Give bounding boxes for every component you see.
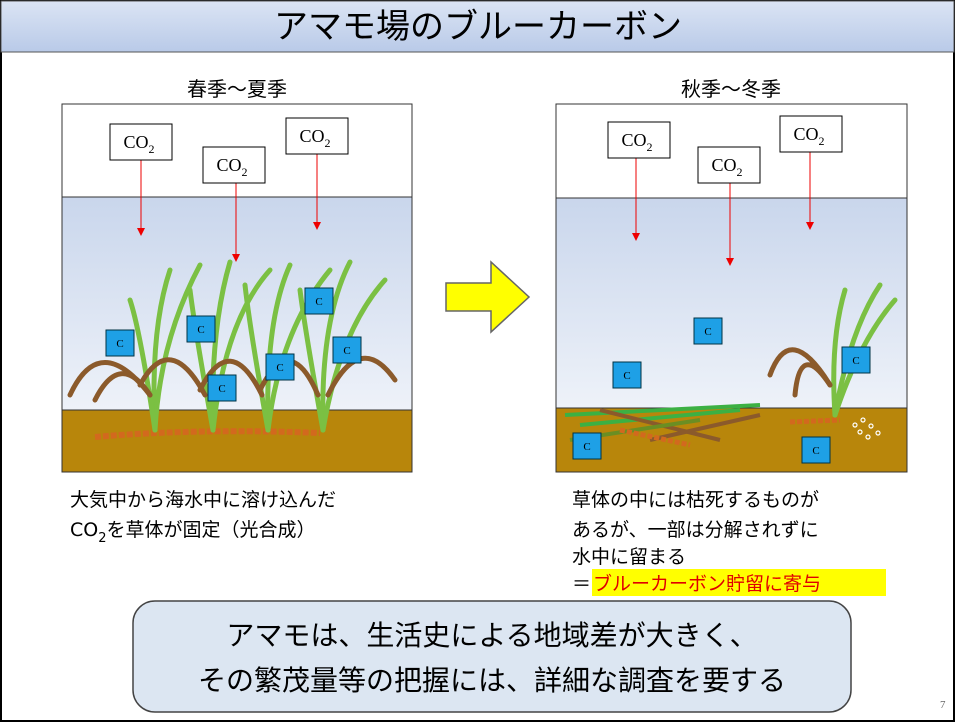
co2-sub: 2 bbox=[737, 165, 743, 179]
caption-line: ＝ブルーカーボン貯留に寄与 bbox=[572, 572, 821, 595]
carbon-label: C bbox=[583, 441, 590, 453]
carbon-label: C bbox=[276, 362, 283, 374]
carbon-label: C bbox=[116, 338, 123, 350]
caption-text: ＝ bbox=[572, 573, 591, 595]
carbon-label: C bbox=[704, 326, 711, 338]
co2-sub: 2 bbox=[325, 136, 331, 150]
conclusion-line: アマモは、生活史による地域差が大きく、 bbox=[226, 619, 757, 652]
caption-line: あるが、一部は分解されずに bbox=[572, 519, 819, 541]
conclusion-line: その繁茂量等の把握には、詳細な調査を要する bbox=[198, 664, 786, 697]
co2-main: CO bbox=[123, 132, 148, 152]
carbon-label: C bbox=[218, 383, 225, 395]
caption-subscript: 2 bbox=[98, 531, 106, 546]
title: アマモ場のブルーカーボン bbox=[274, 7, 682, 47]
carbon-label: C bbox=[812, 445, 819, 457]
co2-main: CO bbox=[711, 155, 736, 175]
slide: アマモ場のブルーカーボン 春季～夏季 秋季～冬季 CO2CO2CO2CCCCCC… bbox=[0, 0, 955, 722]
co2-sub: 2 bbox=[647, 140, 653, 154]
carbon-label: C bbox=[343, 345, 350, 357]
co2-main: CO bbox=[299, 126, 324, 146]
co2-sub: 2 bbox=[242, 165, 248, 179]
carbon-label: C bbox=[623, 370, 630, 382]
caption-highlight: ブルーカーボン貯留に寄与 bbox=[593, 572, 821, 595]
caption-line: 水中に留まる bbox=[572, 546, 686, 568]
carbon-label: C bbox=[197, 324, 204, 336]
caption-line: 大気中から海水中に溶け込んだ bbox=[70, 489, 336, 511]
co2-sub: 2 bbox=[149, 142, 155, 156]
caption-text: を草体が固定（光合成） bbox=[107, 519, 316, 541]
carbon-label: C bbox=[852, 355, 859, 367]
panel-label: 春季～夏季 bbox=[187, 77, 287, 101]
panel-label: 秋季～冬季 bbox=[681, 77, 781, 101]
caption-line: 草体の中には枯死するものが bbox=[572, 489, 819, 511]
carbon-label: C bbox=[315, 296, 322, 308]
co2-main: CO bbox=[793, 124, 818, 144]
co2-main: CO bbox=[621, 130, 646, 150]
co2-main: CO bbox=[216, 155, 241, 175]
page-number: 7 bbox=[940, 699, 946, 711]
co2-sub: 2 bbox=[819, 134, 825, 148]
caption-text: CO bbox=[70, 519, 98, 541]
